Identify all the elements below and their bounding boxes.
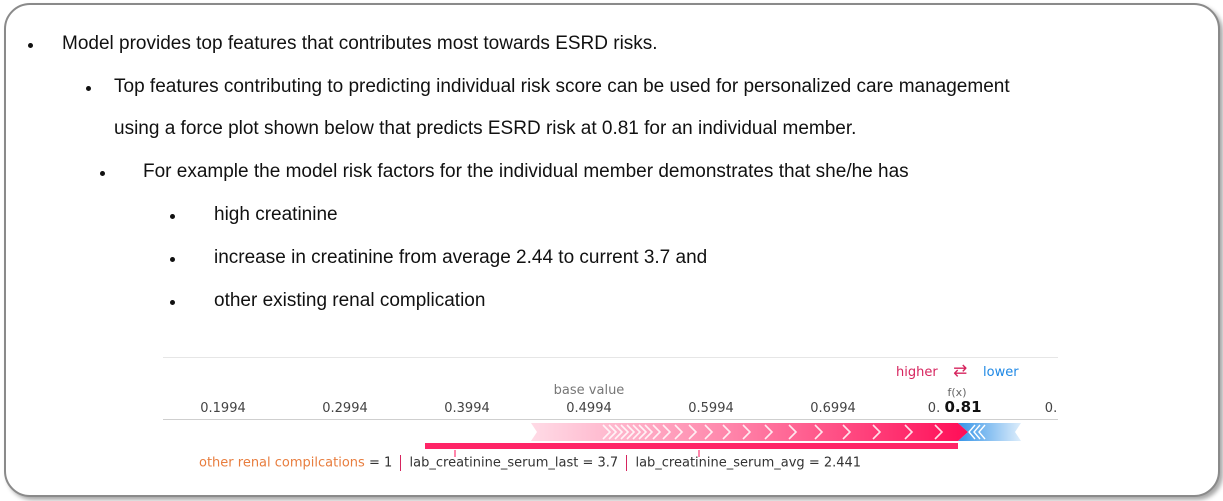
axis-tick: 0.4994	[566, 401, 612, 416]
feature-value: 3.7	[597, 455, 619, 471]
force-plot: higher ⇄ lower base value f(x) 0.1994 0.…	[163, 357, 1063, 487]
bullet-dot	[170, 300, 175, 305]
axis-tick: 0.	[1044, 401, 1058, 416]
fx-value: 0.81	[944, 398, 982, 416]
bullet-text-level3: increase in creatinine from average 2.44…	[214, 247, 708, 268]
axis-tick: 0.2994	[322, 401, 368, 416]
bullet-dot	[86, 86, 91, 91]
axis-tick: 0.3994	[444, 401, 490, 416]
bullet-text-level2: For example the model risk factors for t…	[143, 161, 909, 182]
force-bar-chevrons	[602, 424, 944, 440]
feature-separator	[626, 455, 628, 471]
feature-separator	[400, 455, 402, 471]
slide-card	[4, 3, 1220, 497]
feature-labels: other renal compilcations = 1 lab_creati…	[199, 455, 862, 471]
bullet-dot	[28, 43, 33, 48]
axis-rule	[163, 419, 1058, 420]
feature-value: 1	[383, 455, 393, 471]
bullet-text-level0: Model provides top features that contrib…	[62, 33, 658, 54]
axis-tick: 0.	[927, 401, 941, 416]
bullet-text-level1: Top features contributing to predicting …	[114, 76, 1010, 97]
base-value-label: base value	[553, 383, 625, 398]
plot-top-rule	[163, 357, 1058, 358]
feature-bracket	[425, 443, 958, 449]
fx-label: f(x)	[947, 386, 967, 399]
bullet-dot	[170, 257, 175, 262]
axis-tick: 0.1994	[200, 401, 246, 416]
axis-tick: 0.6994	[810, 401, 856, 416]
bullet-text-level3: other existing renal complication	[214, 290, 486, 311]
feature-name: other renal compilcations	[199, 455, 365, 471]
feature-name: lab_creatinine_serum_avg	[635, 455, 805, 471]
axis-tick: 0.5994	[688, 401, 734, 416]
feature-name: lab_creatinine_serum_last	[409, 455, 579, 471]
force-bar-lower-chevrons	[968, 424, 986, 440]
swap-arrows-icon: ⇄	[953, 361, 968, 381]
legend-higher: higher	[896, 365, 938, 380]
force-bar	[425, 423, 1021, 457]
bullet-dot	[100, 171, 105, 176]
feature-value: 2.441	[823, 455, 862, 471]
bullet-text-level1-cont: using a force plot shown below that pred…	[114, 118, 857, 139]
legend-lower: lower	[983, 365, 1019, 380]
bullet-text-level3: high creatinine	[214, 204, 338, 225]
bullet-dot	[170, 214, 175, 219]
